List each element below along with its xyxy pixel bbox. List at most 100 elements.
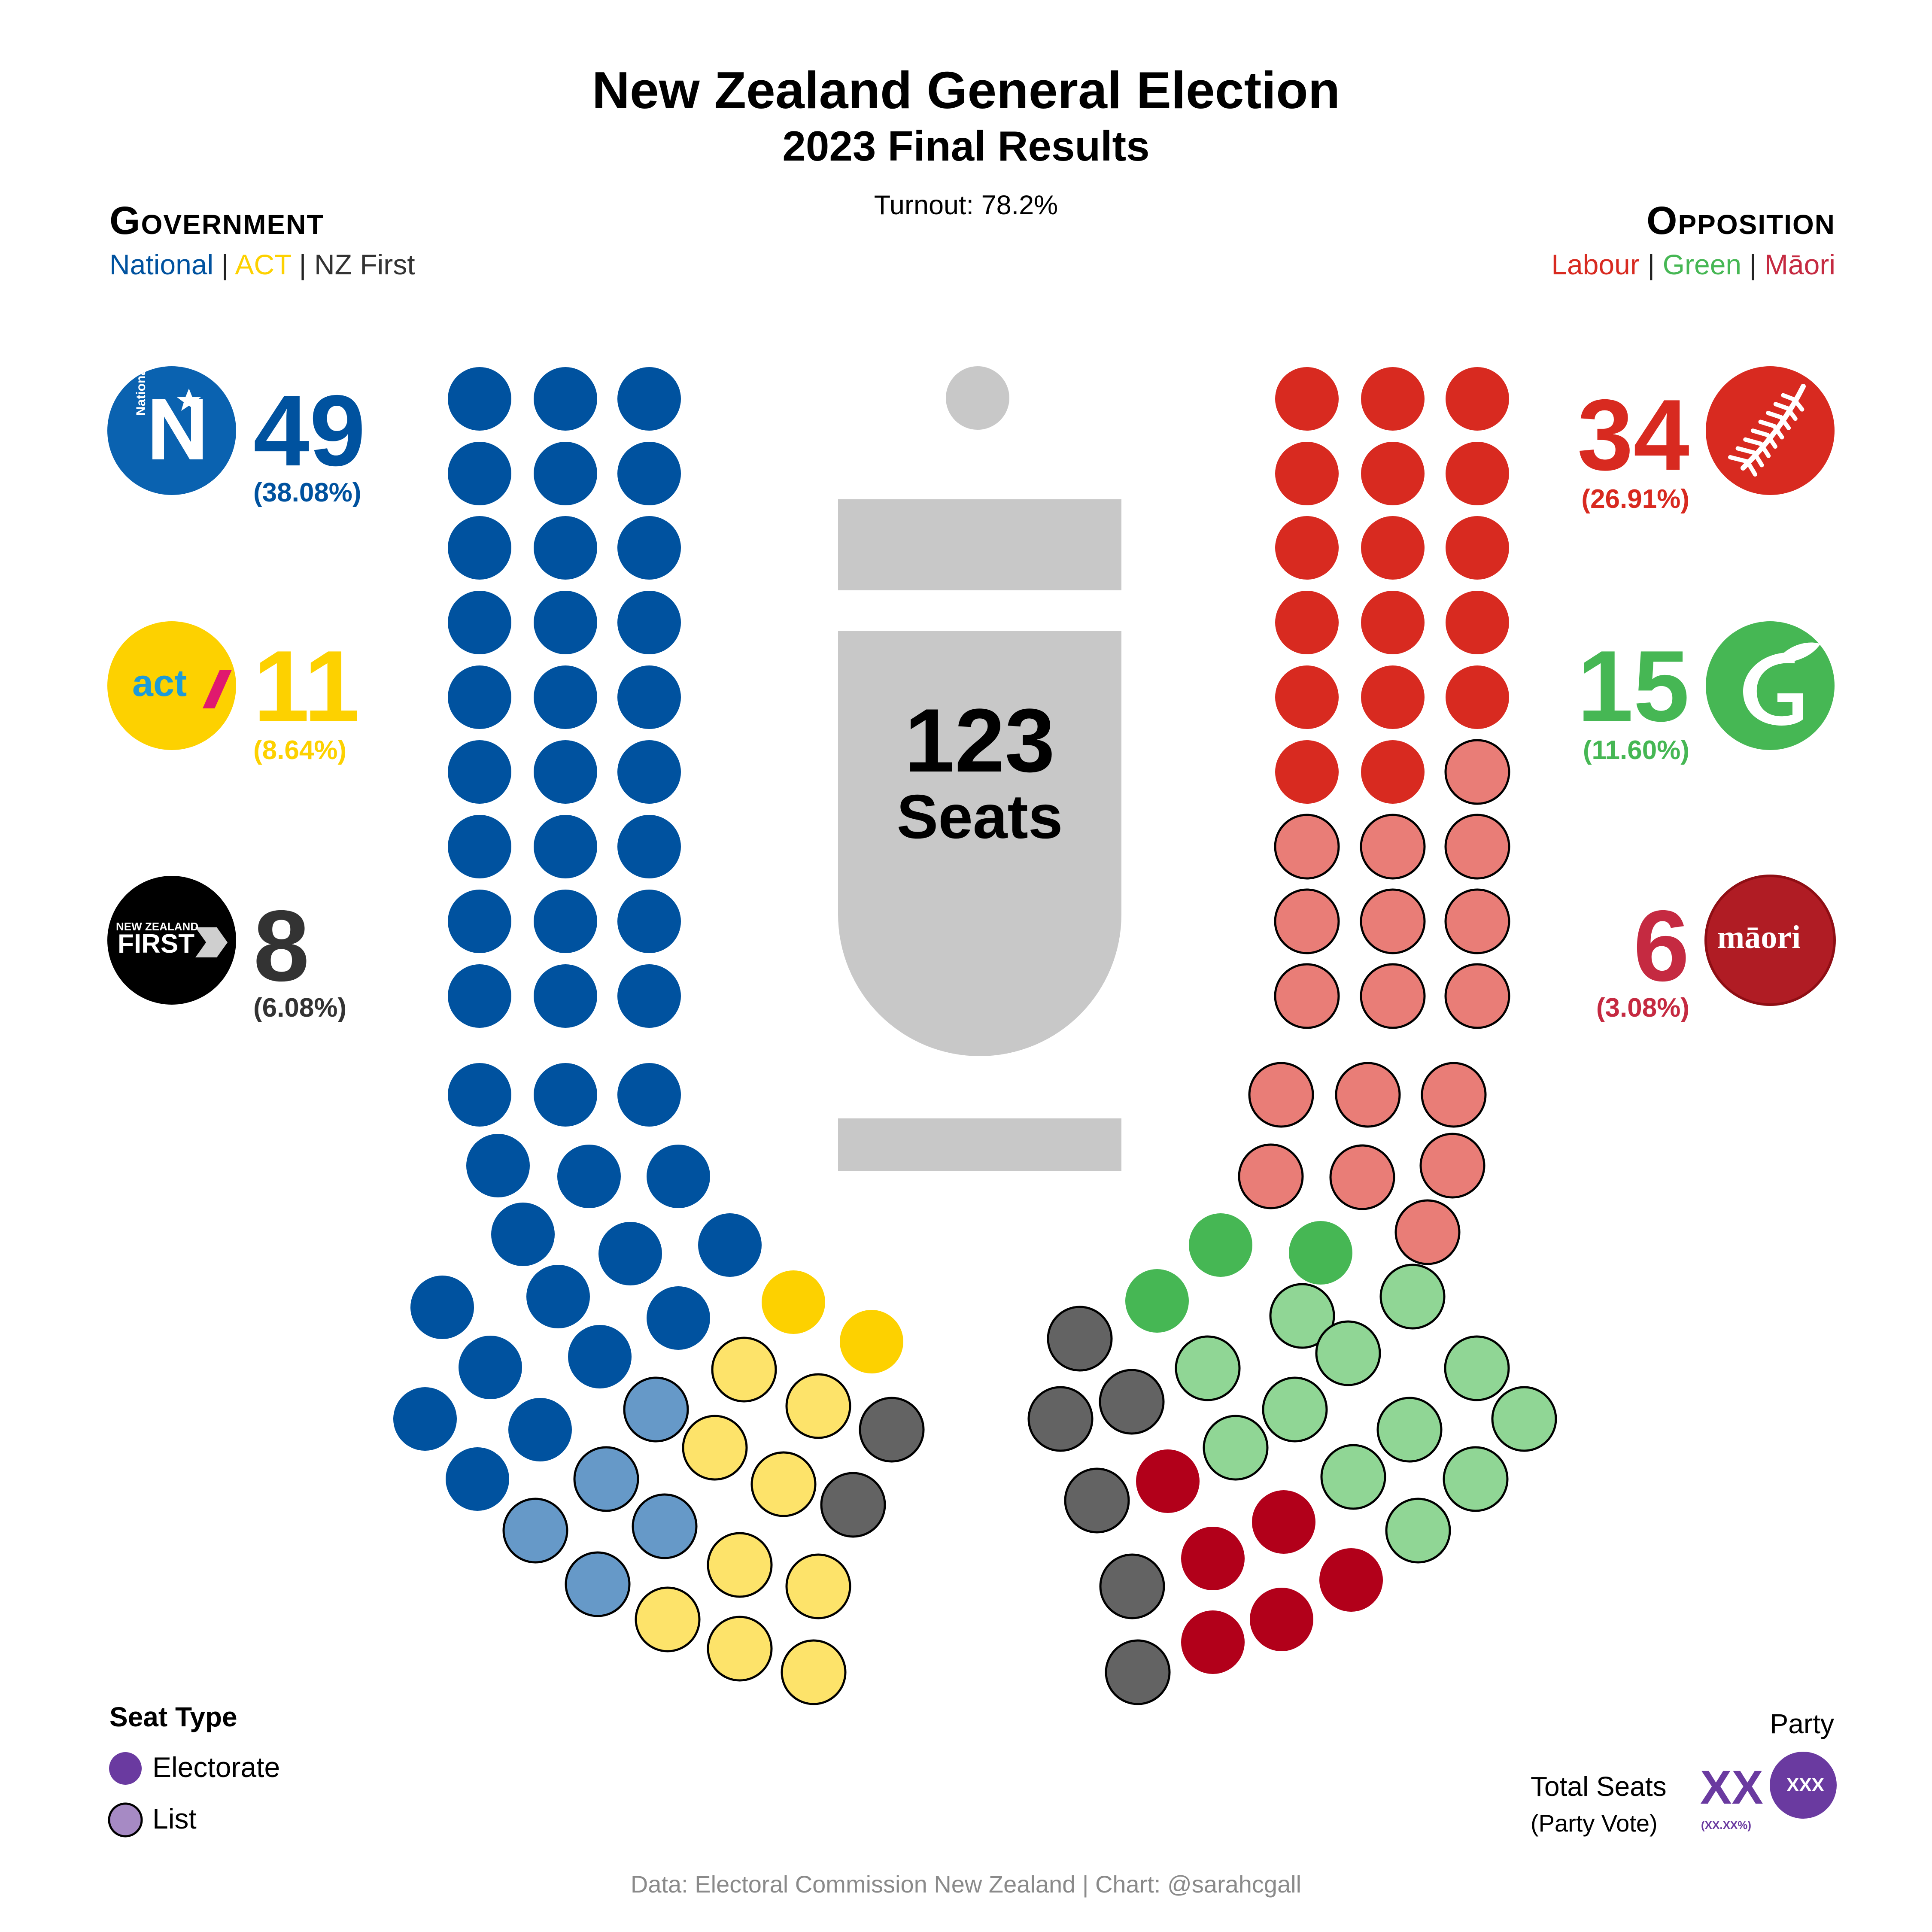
national-list-seat — [632, 1493, 698, 1559]
table-top-bar — [838, 499, 1121, 590]
national-electorate-seat — [534, 665, 597, 729]
national-electorate-seat — [534, 1063, 597, 1127]
green-list-seat — [1320, 1444, 1386, 1510]
national-list-seat — [565, 1551, 631, 1617]
labour-electorate-seat — [1361, 740, 1425, 804]
maori-electorate-seat — [1136, 1449, 1200, 1513]
maori-electorate-seat — [1250, 1588, 1313, 1651]
green-list-seat — [1443, 1446, 1509, 1512]
labour-list-seat — [1335, 1062, 1401, 1128]
separator: | — [221, 249, 229, 280]
national-electorate-seat — [459, 1336, 522, 1399]
national-electorate-seat — [617, 890, 681, 953]
maori-logo-icon — [1704, 875, 1836, 1006]
green-list-seat — [1385, 1498, 1451, 1564]
chevron-right-icon — [195, 927, 228, 957]
nzfirst-seat-count: 8 — [253, 889, 310, 1002]
labour-list-seat — [1444, 814, 1510, 880]
national-electorate-seat — [466, 1134, 530, 1197]
opposition-heading: Opposition — [1646, 199, 1835, 243]
act-logo-text: act — [132, 662, 187, 704]
labour-electorate-seat — [1275, 665, 1339, 729]
labour-list-seat — [1274, 963, 1340, 1029]
act-vote-share: (8.64%) — [253, 735, 347, 765]
opp-party-labour: Labour — [1551, 249, 1640, 280]
labour-electorate-seat — [1275, 740, 1339, 804]
nzfirst-list-seat — [859, 1397, 925, 1463]
nzfirst-list-seat — [1047, 1306, 1113, 1372]
chart-subtitle: 2023 Final Results — [782, 122, 1150, 170]
fern-leaf — [1766, 410, 1783, 419]
green-list-seat — [1491, 1386, 1557, 1452]
labour-electorate-seat — [1361, 591, 1425, 654]
labour-list-seat — [1360, 814, 1426, 880]
labour-electorate-seat — [1275, 516, 1339, 580]
maori-electorate-seat — [1181, 1527, 1245, 1590]
labour-list-seat — [1444, 963, 1510, 1029]
fern-leaf — [1792, 397, 1804, 412]
maori-seat-count: 6 — [1633, 889, 1689, 1002]
party-logos — [107, 366, 1836, 1006]
national-seat-count: 49 — [253, 374, 366, 487]
gov-party-nzfirst: NZ First — [314, 249, 415, 280]
fern-leaf — [1785, 406, 1798, 421]
total-seats-number: 123 — [904, 690, 1055, 791]
labour-list-seat — [1419, 1133, 1485, 1199]
labour-list-seat — [1248, 1062, 1314, 1128]
legend-electorate-swatch — [109, 1752, 142, 1785]
maori-vote-share: (3.08%) — [1596, 993, 1689, 1023]
seats-group — [393, 367, 1557, 1705]
national-electorate-seat — [617, 740, 681, 804]
maori-logo-text: māori — [1717, 919, 1801, 955]
turnout-text: Turnout: 78.2% — [874, 190, 1058, 220]
national-electorate-seat — [448, 964, 511, 1028]
green-logo-icon — [1706, 621, 1835, 750]
nzfirst-logo-icon — [107, 876, 236, 1005]
green-list-seat — [1203, 1415, 1269, 1481]
green-list-seat — [1444, 1335, 1510, 1401]
fern-leaf — [1765, 433, 1777, 449]
leaf-icon — [1775, 642, 1820, 663]
fern-leaf — [1743, 437, 1763, 446]
national-list-seat — [623, 1376, 689, 1443]
separator: | — [299, 249, 307, 280]
fern-leaf — [1735, 446, 1756, 455]
speaker-seat — [946, 366, 1009, 430]
labour-electorate-seat — [1275, 591, 1339, 654]
maori-electorate-seat — [1319, 1548, 1383, 1612]
legend-list-swatch — [108, 1802, 143, 1838]
national-electorate-seat — [446, 1447, 509, 1511]
act-list-seat — [785, 1373, 851, 1439]
act-electorate-seat — [840, 1310, 903, 1373]
labour-electorate-seat — [1446, 442, 1509, 505]
national-electorate-seat — [568, 1325, 632, 1388]
legend-xx: XX — [1700, 1761, 1763, 1814]
fern-leaf — [1759, 441, 1771, 458]
legend-electorate-label: Electorate — [152, 1751, 280, 1783]
labour-electorate-seat — [1275, 367, 1339, 431]
act-list-seat — [711, 1337, 777, 1403]
nzfirst-logo-main: FIRST — [118, 929, 195, 959]
maori-electorate-seat — [1181, 1610, 1245, 1674]
green-list-seat — [1379, 1264, 1446, 1330]
nzfirst-list-seat — [1027, 1386, 1094, 1452]
fern-leaf — [1779, 415, 1791, 430]
legend-title: Seat Type — [109, 1701, 237, 1732]
nzfirst-list-seat — [1099, 1553, 1165, 1619]
national-electorate-seat — [698, 1213, 762, 1277]
maori-electorate-seat — [1252, 1490, 1315, 1554]
legend-party-label: Party — [1770, 1708, 1834, 1739]
legend-party-vote-label: (Party Vote) — [1531, 1810, 1658, 1837]
labour-electorate-seat — [1361, 442, 1425, 505]
green-vote-share: (11.60%) — [1583, 735, 1689, 765]
labour-electorate-seat — [1361, 516, 1425, 580]
labour-electorate-seat — [1361, 367, 1425, 431]
table-bottom-bar — [838, 1118, 1121, 1171]
act-list-seat — [635, 1586, 701, 1653]
opposition-parties: Labour | Green | Māori — [1551, 248, 1835, 281]
national-electorate-seat — [534, 591, 597, 654]
act-electorate-seat — [762, 1270, 825, 1334]
green-list-seat — [1262, 1376, 1328, 1443]
legend-party-logo-icon — [1770, 1752, 1837, 1819]
central-table — [838, 631, 1121, 1056]
